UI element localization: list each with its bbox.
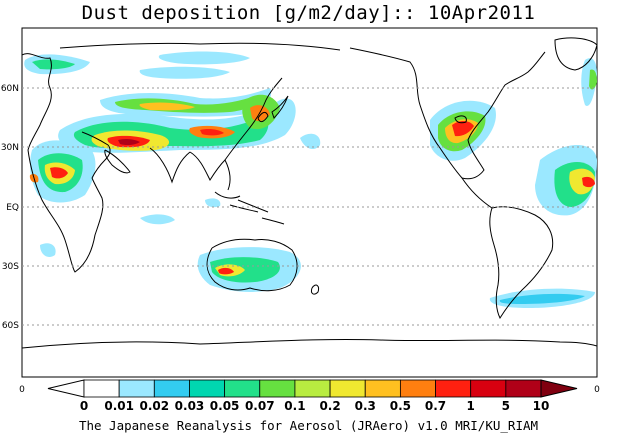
colorbar-tick-label: 0.1 xyxy=(284,399,305,413)
dust-region-east-asia xyxy=(100,88,280,130)
colorbar-box xyxy=(399,379,436,398)
map-frame xyxy=(21,27,598,378)
dust-region-south-atlantic xyxy=(489,288,595,308)
lat-label-30s: 30S xyxy=(2,262,19,272)
colorbar-right-end-label: 0 xyxy=(594,385,600,395)
colorbar-left-end-label: 0 xyxy=(19,385,25,395)
latitude-gridlines xyxy=(22,87,597,326)
dust-region-north-america xyxy=(430,100,496,161)
colorbar-right-triangle xyxy=(540,379,578,398)
coastlines xyxy=(22,37,597,349)
colorbar-box xyxy=(189,379,226,398)
footer-credit: The Japanese Reanalysis for Aerosol (JRA… xyxy=(78,418,539,433)
colorbar-tick-label: 0.7 xyxy=(425,399,446,413)
colorbar-box xyxy=(224,379,261,398)
dust-region-arabia-asia xyxy=(58,98,296,153)
colorbar-tick-label: 0.07 xyxy=(245,399,275,413)
colorbar-left-triangle xyxy=(47,379,85,398)
lat-label-eq: EQ xyxy=(6,203,19,213)
colorbar-tick-label: 0.02 xyxy=(140,399,170,413)
colorbar-box xyxy=(470,379,507,398)
colorbar-tick-label: 1 xyxy=(467,399,475,413)
colorbar-box xyxy=(259,379,296,398)
dust-region-australia xyxy=(197,247,301,292)
lat-label-30n: 30N xyxy=(1,143,19,153)
colorbar-box xyxy=(435,379,472,398)
colorbar: 0 0.01 0.02 0.03 0.05 0.07 0.1 0.2 0.3 0.5 0.7 1 5 10 xyxy=(47,379,578,413)
colorbar-tick-label: 10 xyxy=(533,399,550,413)
dust-fields xyxy=(24,51,597,308)
dust-region-southern-africa xyxy=(40,243,56,257)
colorbar-box xyxy=(329,379,366,398)
colorbar-tick-label: 0.01 xyxy=(104,399,134,413)
colorbar-box xyxy=(83,379,120,398)
dust-region-europe xyxy=(24,51,250,79)
lat-label-60n: 60N xyxy=(1,84,19,94)
colorbar-tick-label: 0.2 xyxy=(319,399,340,413)
colorbar-tick-label: 0.3 xyxy=(355,399,376,413)
colorbar-tick-label: 0 xyxy=(80,399,88,413)
dust-region-oceans xyxy=(140,133,321,225)
map-title: Dust deposition [g/m2/day]:: 10Apr2011 xyxy=(81,2,536,24)
colorbar-tick-label: 5 xyxy=(502,399,510,413)
colorbar-box xyxy=(505,379,542,398)
colorbar-tick-label: 0.05 xyxy=(210,399,240,413)
dust-region-atlantic xyxy=(535,58,597,216)
colorbar-box xyxy=(294,379,331,398)
lat-label-60s: 60S xyxy=(2,321,19,331)
dust-region-sahara xyxy=(29,140,96,203)
colorbar-box xyxy=(118,379,155,398)
colorbar-box xyxy=(364,379,401,398)
colorbar-tick-label: 0.03 xyxy=(175,399,205,413)
latitude-labels: 60N 30N EQ 30S 60S xyxy=(1,84,19,331)
colorbar-box xyxy=(153,379,190,398)
colorbar-tick-label: 0.5 xyxy=(390,399,411,413)
